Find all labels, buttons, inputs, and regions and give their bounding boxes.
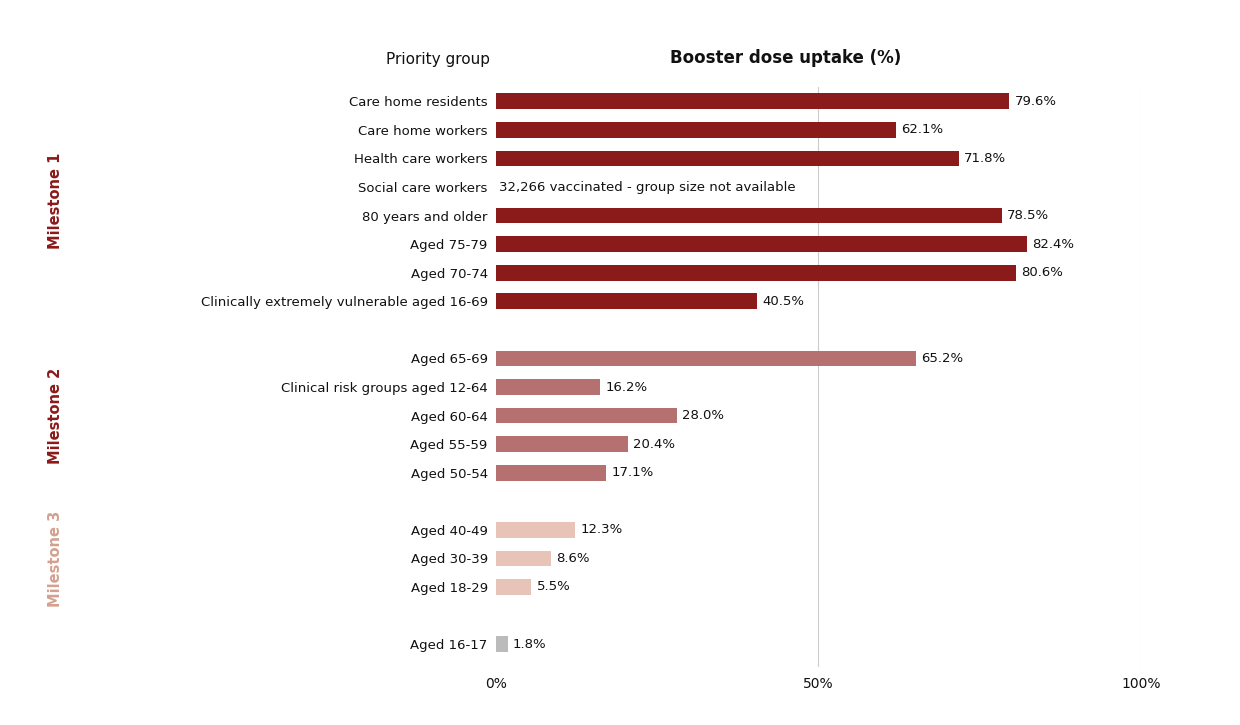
Text: 62.1%: 62.1% — [901, 123, 944, 136]
Text: 20.4%: 20.4% — [632, 438, 675, 451]
Bar — [496, 351, 916, 366]
Bar — [496, 407, 677, 423]
Text: 17.1%: 17.1% — [611, 466, 653, 479]
Text: 65.2%: 65.2% — [921, 352, 963, 365]
Bar — [496, 208, 1002, 223]
Bar — [496, 436, 627, 452]
Bar — [496, 94, 1009, 109]
Text: Priority group: Priority group — [386, 51, 490, 67]
Text: Milestone 2: Milestone 2 — [48, 368, 63, 464]
Bar — [496, 522, 575, 538]
Text: 5.5%: 5.5% — [537, 581, 570, 594]
Text: 80.6%: 80.6% — [1021, 266, 1063, 279]
Bar — [496, 465, 606, 481]
Text: Milestone 1: Milestone 1 — [48, 153, 63, 249]
Text: 12.3%: 12.3% — [580, 523, 622, 536]
Bar — [496, 379, 600, 395]
Bar — [496, 550, 552, 566]
Text: 1.8%: 1.8% — [513, 638, 547, 650]
Text: 32,266 vaccinated - group size not available: 32,266 vaccinated - group size not avail… — [500, 181, 796, 194]
Bar — [496, 236, 1027, 252]
Text: 78.5%: 78.5% — [1007, 209, 1049, 222]
Text: 16.2%: 16.2% — [605, 381, 647, 394]
Text: 82.4%: 82.4% — [1033, 238, 1075, 251]
Text: 79.6%: 79.6% — [1014, 95, 1056, 108]
Text: Booster dose uptake (%): Booster dose uptake (%) — [670, 49, 901, 67]
Bar — [496, 265, 1016, 281]
Bar — [496, 122, 897, 138]
Text: 40.5%: 40.5% — [763, 295, 805, 308]
Bar — [496, 579, 532, 594]
Text: Milestone 3: Milestone 3 — [48, 510, 63, 607]
Text: 71.8%: 71.8% — [965, 152, 1006, 165]
Text: 28.0%: 28.0% — [682, 409, 724, 422]
Text: 8.6%: 8.6% — [557, 552, 590, 565]
Bar — [496, 637, 507, 652]
Bar — [496, 294, 758, 309]
Bar — [496, 151, 959, 166]
